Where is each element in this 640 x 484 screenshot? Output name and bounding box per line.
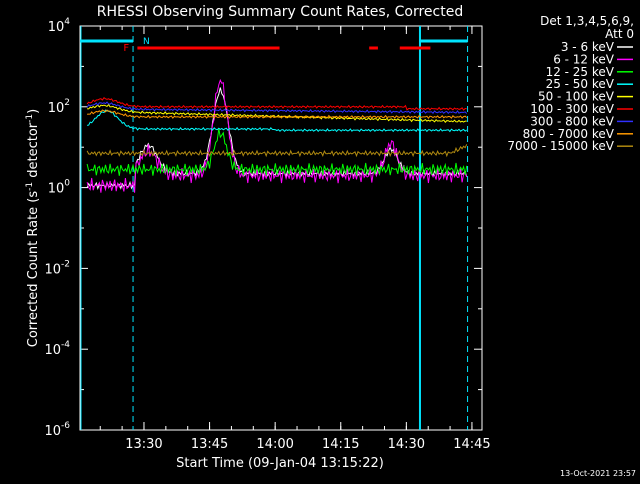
legend-entry-label: 3 - 6 keV (561, 40, 615, 54)
series-line (86, 78, 468, 193)
legend-detectors: Det 1,3,4,5,6,9, (540, 14, 634, 28)
series-line (86, 101, 468, 115)
y-tick-label: 100 (48, 179, 71, 197)
x-tick-label: 14:45 (453, 437, 490, 452)
y-tick-label: 10-2 (44, 259, 70, 277)
legend-entry-label: 12 - 25 keV (546, 65, 615, 79)
legend-entry-label: 25 - 50 keV (546, 77, 615, 91)
y-axis: 104 102 100 10-2 10-4 10-6 (44, 17, 482, 439)
flag-label: F (123, 43, 129, 54)
x-tick-label: 13:30 (125, 437, 162, 452)
y-tick-label: 102 (48, 98, 70, 116)
legend-attenuator: Att 0 (605, 27, 634, 41)
x-axis: 13:30 13:45 14:00 14:15 14:30 14:45 (99, 26, 491, 452)
y-axis-label: Corrected Count Rate (s-1 detector-1) (25, 109, 41, 347)
series-lines (86, 78, 468, 193)
series-line (87, 109, 468, 120)
x-tick-label: 14:30 (388, 437, 425, 452)
plot-frame (79, 25, 483, 431)
y-tick-label: 10-4 (44, 340, 70, 358)
legend-entry-label: 6 - 12 keV (553, 52, 615, 66)
y-tick-label: 10-6 (44, 421, 70, 439)
legend-entry-label: 300 - 800 keV (530, 114, 614, 128)
legend-entry-label: 100 - 300 keV (530, 102, 614, 116)
legend-entry-label: 800 - 7000 keV (523, 127, 615, 141)
x-tick-label: 13:45 (191, 437, 228, 452)
x-axis-label: Start Time (09-Jan-04 13:15:22) (176, 456, 384, 471)
observing-markers: NF (80, 26, 469, 430)
legend-entry-label: 50 - 100 keV (538, 90, 615, 104)
series-line (86, 144, 468, 158)
series-line (86, 96, 467, 111)
svg-text:Corrected Count Rate (s-1 dete: Corrected Count Rate (s-1 detector-1) (25, 109, 41, 347)
chart-title: RHESSI Observing Summary Count Rates, Co… (97, 4, 463, 20)
y-tick-label: 104 (48, 17, 71, 35)
x-tick-label: 14:15 (322, 437, 359, 452)
legend-entry-label: 7000 - 15000 keV (507, 139, 614, 153)
footer-timestamp: 13-Oct-2021 23:57 (560, 469, 636, 478)
series-line (86, 128, 468, 176)
x-tick-label: 14:00 (256, 437, 293, 452)
series-line (87, 109, 468, 133)
night-label: N (143, 37, 150, 47)
